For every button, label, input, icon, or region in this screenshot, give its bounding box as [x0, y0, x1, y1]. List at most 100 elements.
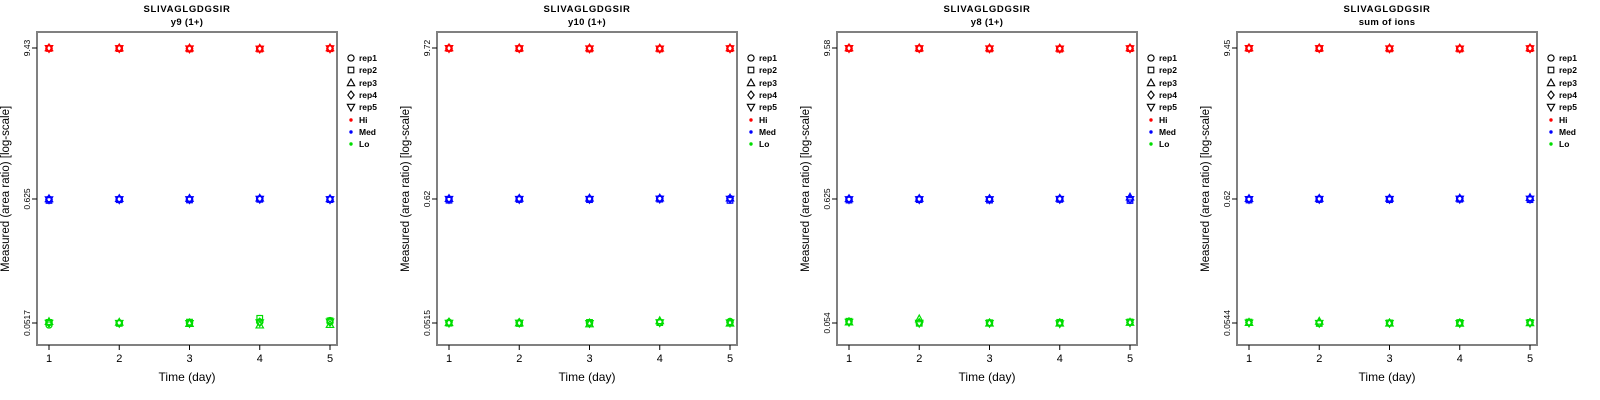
legend-item-rep2: rep2	[746, 64, 777, 76]
data-point-triangle-down	[255, 319, 265, 328]
legend: rep1 rep2 rep3 rep4 rep5 Hi Med Lo	[746, 52, 777, 150]
legend-item-rep1: rep1	[1146, 52, 1177, 64]
data-point-square	[347, 67, 355, 74]
legend-label: rep2	[1159, 65, 1177, 76]
x-tick-label: 1	[446, 353, 452, 365]
data-point-triangle-down	[984, 45, 995, 54]
square-icon	[747, 67, 755, 74]
data-point-triangle-down	[655, 319, 665, 328]
data-point-triangle-down	[1314, 45, 1324, 54]
legend-label: Lo	[359, 139, 370, 150]
legend-label: rep1	[1559, 53, 1577, 64]
legend-item-rep3: rep3	[746, 77, 777, 89]
data-point-triangle-down	[844, 318, 854, 328]
data-point-triangle-down	[1055, 320, 1065, 329]
diamond-icon	[747, 90, 755, 100]
data-point-triangle-down	[914, 196, 924, 205]
legend-label: rep3	[1559, 77, 1577, 88]
square-icon	[1547, 67, 1555, 74]
data-point-triangle-up	[746, 77, 756, 86]
plot-panel-y9: SLIVAGLGDGSIR y9 (1+) Measured (area rat…	[0, 0, 400, 400]
legend: rep1 rep2 rep3 rep4 rep5 Hi Med Lo	[1546, 52, 1577, 150]
x-tick-label: 4	[1457, 353, 1463, 365]
data-point-triangle-down	[1546, 104, 1556, 113]
legend-item-hi: Hi	[346, 113, 377, 125]
legend-item-med: Med	[346, 126, 377, 138]
x-tick-label: 2	[1316, 353, 1322, 365]
y-tick-label: 0.625	[22, 188, 32, 210]
x-axis-label: Time (day)	[158, 370, 216, 384]
plot-area: 9.72 0.62 0.0515 1 2 3 4 5	[422, 31, 738, 365]
circle-icon	[747, 54, 755, 62]
plot-panel-y8: SLIVAGLGDGSIR y8 (1+) Measured (area rat…	[800, 0, 1200, 400]
level-dot	[1549, 142, 1553, 146]
panel-title: SLIVAGLGDGSIR	[943, 4, 1031, 15]
legend-item-rep1: rep1	[746, 52, 777, 64]
data-point-triangle-down	[914, 45, 924, 54]
diamond-icon	[1147, 90, 1155, 100]
data-point-triangle-down	[1455, 195, 1465, 205]
data-point-triangle-down	[1525, 195, 1535, 205]
legend-label: rep4	[1559, 90, 1577, 101]
data-point-triangle-down	[1384, 45, 1395, 54]
panel-subtitle: sum of ions	[1358, 17, 1416, 28]
diamond-icon	[1547, 90, 1555, 100]
legend-label: Med	[1559, 126, 1576, 137]
data-point-triangle-down	[44, 44, 54, 54]
y-tick-label: 0.62	[1222, 190, 1232, 207]
dot-icon	[1549, 130, 1553, 134]
data-point-triangle-down	[255, 45, 265, 55]
panel-title: SLIVAGLGDGSIR	[1343, 4, 1431, 15]
legend-label: rep2	[1559, 65, 1577, 76]
legend-item-rep4: rep4	[346, 89, 377, 101]
legend-item-med: Med	[1546, 126, 1577, 138]
data-point-square	[747, 67, 755, 74]
dot-icon	[1149, 130, 1153, 134]
triangle-down-icon	[346, 104, 356, 113]
dot-icon	[749, 130, 753, 134]
x-tick-label: 4	[257, 353, 263, 365]
data-point-circle	[1147, 54, 1155, 62]
x-axis-label: Time (day)	[958, 370, 1016, 384]
data-point-triangle-down	[1384, 319, 1395, 329]
square-icon	[1147, 67, 1155, 74]
data-point-triangle-down	[1146, 104, 1156, 113]
legend-item-rep5: rep5	[1146, 101, 1177, 113]
data-point-triangle-down	[444, 319, 454, 329]
data-point-triangle-down	[114, 319, 124, 329]
x-tick-label: 5	[327, 353, 333, 365]
data-point-triangle-down	[584, 45, 595, 54]
x-tick-label: 2	[516, 353, 522, 365]
level-dot	[349, 142, 353, 146]
plot-area: 9.58 0.625 0.054 1 2 3 4 5	[822, 31, 1138, 365]
data-point-triangle-down	[1384, 195, 1395, 205]
data-point-square	[1547, 67, 1555, 74]
y-tick-label: 9.58	[822, 39, 832, 56]
legend-item-rep5: rep5	[346, 101, 377, 113]
data-point-circle	[1547, 54, 1555, 62]
legend-item-rep4: rep4	[1546, 89, 1577, 101]
legend-item-lo: Lo	[346, 138, 377, 150]
data-point-triangle-down	[984, 319, 995, 329]
legend-item-rep2: rep2	[1146, 64, 1177, 76]
legend-label: Hi	[1159, 114, 1168, 125]
dot-icon	[749, 142, 753, 146]
legend-label: rep3	[1159, 77, 1177, 88]
data-point-triangle-up	[1244, 317, 1254, 327]
triangle-down-icon	[746, 104, 756, 113]
legend-item-lo: Lo	[1146, 138, 1177, 150]
legend-item-lo: Lo	[1546, 138, 1577, 150]
data-point-triangle-down	[1244, 319, 1254, 329]
triangle-up-icon	[746, 77, 756, 86]
data-point-diamond	[1547, 90, 1555, 100]
data-point-triangle-down	[325, 45, 335, 54]
data-point-triangle-down	[1125, 196, 1135, 205]
level-dot	[749, 142, 753, 146]
dot-icon	[349, 142, 353, 146]
plot-box	[436, 31, 738, 346]
dot-icon	[1549, 142, 1553, 146]
data-point-triangle-down	[725, 45, 735, 54]
dot-icon	[1149, 142, 1153, 146]
y-tick-label: 9.72	[422, 39, 432, 56]
dot-icon	[1149, 117, 1153, 122]
